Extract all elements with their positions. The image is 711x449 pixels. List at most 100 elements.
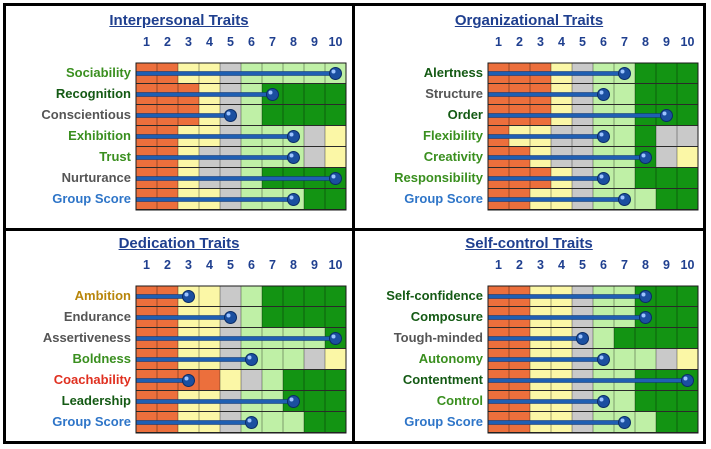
zone-cell xyxy=(656,412,677,433)
score-marker xyxy=(597,130,610,143)
zone-cell xyxy=(220,286,241,307)
panel-title: Organizational Traits xyxy=(454,12,604,29)
zone-cell xyxy=(656,307,677,328)
zone-cell xyxy=(262,412,283,433)
zone-cell xyxy=(677,412,698,433)
score-bar xyxy=(487,357,604,362)
score-marker-highlight xyxy=(641,292,646,297)
score-marker-highlight xyxy=(599,174,604,179)
zone-cell xyxy=(656,168,677,189)
score-marker-highlight xyxy=(662,111,667,116)
score-marker-highlight xyxy=(184,292,189,297)
zone-cell xyxy=(656,349,677,370)
tick-label: 7 xyxy=(621,258,628,272)
score-bar xyxy=(487,315,646,320)
panel-interpersonal-traits: Interpersonal Traits 1 2 3 4 5 6 7 8 9 10 Sociabil… xyxy=(6,12,352,226)
score-bar xyxy=(487,71,625,76)
trait-label: Group Score xyxy=(404,414,483,429)
tick-label: 2 xyxy=(516,35,523,49)
zone-cell xyxy=(656,189,677,210)
score-marker-highlight xyxy=(641,153,646,158)
score-bar xyxy=(487,420,625,425)
score-bar xyxy=(487,336,583,341)
score-marker xyxy=(618,416,631,429)
tick-label: 4 xyxy=(558,258,565,272)
zone-cell xyxy=(304,84,325,105)
zone-cell xyxy=(262,349,283,370)
report-frame: Interpersonal Traits 1 2 3 4 5 6 7 8 9 10 Sociabil… xyxy=(3,3,706,444)
trait-label: Conscientious xyxy=(41,107,131,122)
tick-label: 7 xyxy=(621,35,628,49)
score-marker xyxy=(618,67,631,80)
tick-label: 3 xyxy=(537,258,544,272)
tick-label: 8 xyxy=(642,35,649,49)
score-marker xyxy=(224,109,237,122)
trait-label: Leadership xyxy=(61,393,131,408)
score-bar xyxy=(135,378,189,383)
trait-label: Boldness xyxy=(72,351,131,366)
trait-label: Group Score xyxy=(404,191,483,206)
score-bar xyxy=(135,176,336,181)
zone-cell xyxy=(262,307,283,328)
zone-cell xyxy=(656,328,677,349)
panel-organizational-traits: Organizational Traits 1 2 3 4 5 6 7 8 9 10 Alertne… xyxy=(355,12,703,226)
trait-label: Group Score xyxy=(52,414,131,429)
zone-cell xyxy=(325,307,346,328)
zone-cell xyxy=(325,412,346,433)
tick-label: 2 xyxy=(164,258,171,272)
score-marker xyxy=(618,193,631,206)
zone-cell xyxy=(635,328,656,349)
tick-label: 8 xyxy=(290,258,297,272)
score-bar xyxy=(487,197,625,202)
score-marker xyxy=(287,193,300,206)
tick-label: 7 xyxy=(269,35,276,49)
tick-label: 5 xyxy=(579,258,586,272)
score-bar xyxy=(135,92,273,97)
score-marker xyxy=(597,353,610,366)
trait-label: Composure xyxy=(410,309,483,324)
score-marker-highlight xyxy=(599,90,604,95)
zone-cell xyxy=(304,307,325,328)
zone-cell xyxy=(677,286,698,307)
zone-cell xyxy=(304,349,325,370)
zone-cell xyxy=(635,63,656,84)
tick-label: 3 xyxy=(185,35,192,49)
trait-label: Tough-minded xyxy=(393,330,483,345)
trait-label: Responsibility xyxy=(394,170,483,185)
tick-label: 10 xyxy=(328,35,343,49)
tick-label: 7 xyxy=(269,258,276,272)
zone-cell xyxy=(635,84,656,105)
zone-cell xyxy=(262,370,283,391)
zone-cell xyxy=(283,105,304,126)
score-marker-highlight xyxy=(289,195,294,200)
score-bar xyxy=(135,113,231,118)
tick-label: 1 xyxy=(495,35,502,49)
score-marker xyxy=(287,395,300,408)
zone-cell xyxy=(283,286,304,307)
score-marker-highlight xyxy=(331,69,336,74)
zone-cell xyxy=(304,286,325,307)
score-marker-highlight xyxy=(226,313,231,318)
tick-label: 2 xyxy=(516,258,523,272)
score-marker-highlight xyxy=(247,418,252,423)
score-marker xyxy=(639,290,652,303)
zone-cell xyxy=(677,349,698,370)
tick-label: 9 xyxy=(311,258,318,272)
zone-cell xyxy=(325,84,346,105)
zone-cell xyxy=(304,412,325,433)
trait-label: Endurance xyxy=(63,309,131,324)
trait-label: Order xyxy=(447,107,483,122)
zone-cell xyxy=(635,349,656,370)
score-marker xyxy=(224,311,237,324)
score-marker-highlight xyxy=(620,418,625,423)
score-bar xyxy=(135,399,294,404)
score-marker xyxy=(597,395,610,408)
panel-title: Dedication Traits xyxy=(118,235,240,252)
grid-border xyxy=(487,62,699,211)
panel-title: Interpersonal Traits xyxy=(109,12,249,29)
vertical-divider xyxy=(352,6,355,441)
score-bar xyxy=(487,399,604,404)
trait-label: Control xyxy=(436,393,483,408)
score-marker xyxy=(266,88,279,101)
zone-cell xyxy=(614,84,635,105)
